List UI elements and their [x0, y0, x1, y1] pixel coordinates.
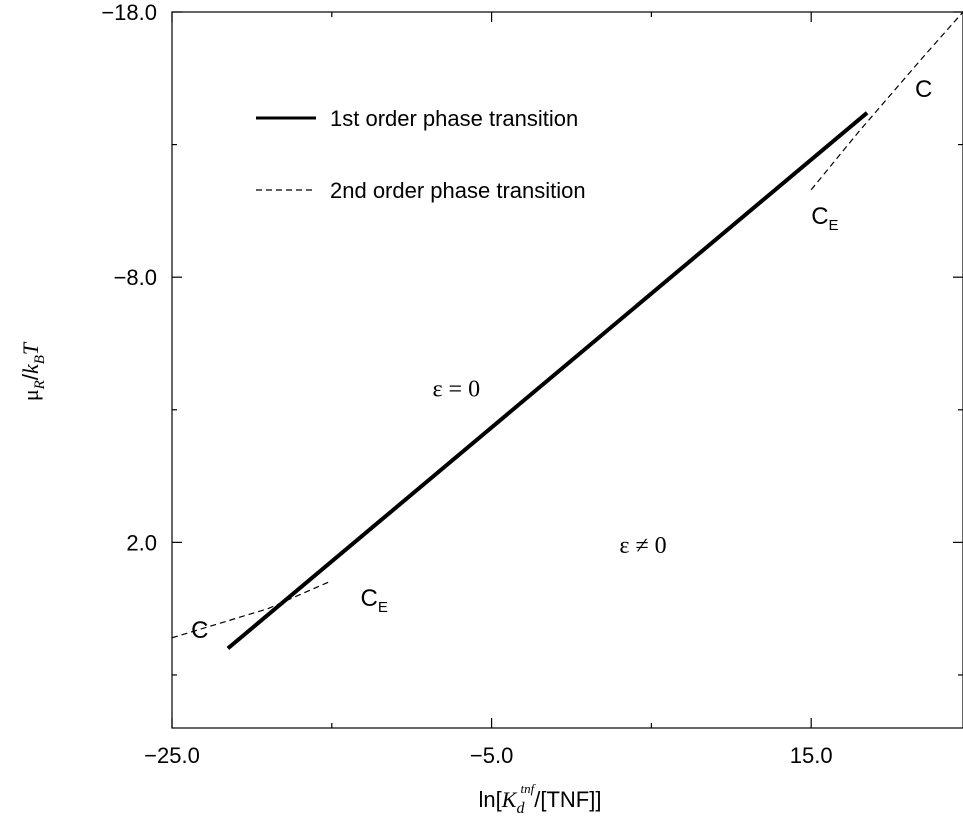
first-order-transition-line [226, 111, 869, 650]
legend-label: 1st order phase transition [330, 106, 578, 131]
endpoint-label-ce: CE [811, 203, 838, 234]
x-axis-label: ln[Kdtnf/[TNF]] [479, 781, 602, 817]
critical-point-label: C [915, 76, 932, 103]
x-tick-label: −25.0 [144, 743, 200, 768]
x-tick-label: 15.0 [790, 743, 833, 768]
region-label: ε ≠ 0 [619, 533, 666, 559]
region-label: ε = 0 [432, 377, 480, 403]
axis-titles: ln[Kdtnf/[TNF]] μR/kBT [18, 341, 601, 817]
y-tick-label: 2.0 [126, 530, 157, 555]
y-tick-label: −18.0 [101, 0, 157, 25]
legend: 1st order phase transition 2nd order phas… [256, 106, 586, 203]
y-axis-label: μR/kBT [18, 341, 48, 401]
plot-frame [171, 11, 963, 729]
endpoint-label-ce: CE [361, 585, 388, 616]
second-order-transition-line [172, 581, 329, 639]
critical-point-label: C [191, 617, 208, 644]
axis-ticks: −25.0 −5.0 15.0 −18.0 −8.0 2.0 [101, 0, 963, 768]
x-tick-label: −5.0 [470, 743, 513, 768]
y-tick-label: −8.0 [114, 265, 157, 290]
annotation-layer: C CE CE Cε = 0 ε ≠ 0 [191, 76, 932, 644]
series-layer [172, 12, 963, 650]
legend-label: 2nd order phase transition [330, 178, 586, 203]
second-order-transition-line [810, 12, 963, 191]
plot-area-border [171, 11, 963, 729]
